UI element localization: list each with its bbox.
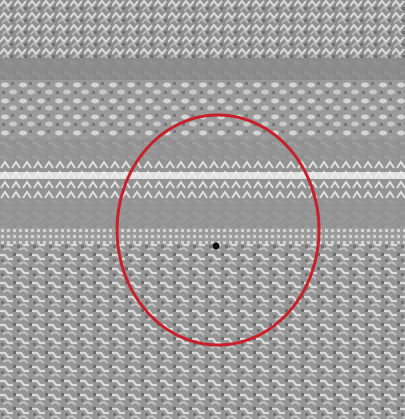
dark-band bbox=[0, 58, 405, 80]
mid-band bbox=[0, 80, 405, 140]
top-band bbox=[0, 0, 405, 60]
gray-band bbox=[0, 200, 405, 228]
micrograph bbox=[0, 0, 405, 419]
center-dot bbox=[213, 243, 220, 250]
gray-band bbox=[0, 138, 405, 162]
dotted-row bbox=[0, 228, 405, 244]
line-band bbox=[0, 160, 405, 200]
bright-line bbox=[0, 172, 405, 179]
